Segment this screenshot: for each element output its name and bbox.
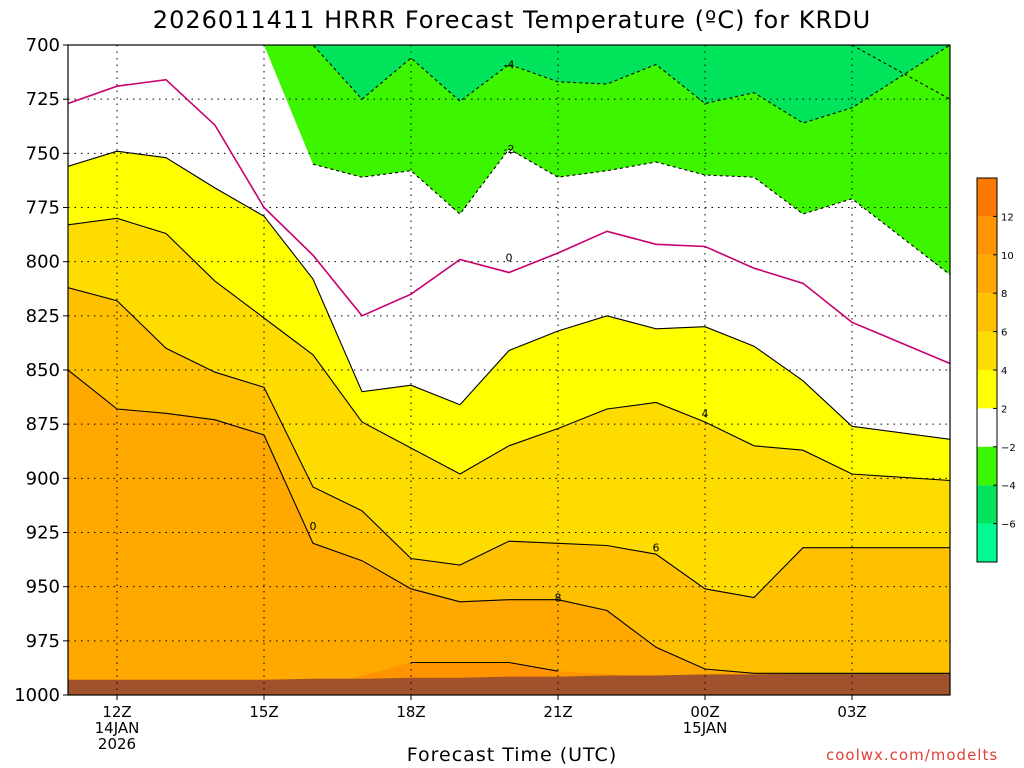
band-above--2 — [68, 45, 950, 275]
colorbar-band — [977, 293, 997, 332]
y-axis: 700 725 750 775 800 825 850 875 900 925 950 975 1000 — [14, 35, 68, 706]
isotherm-layer — [68, 45, 950, 674]
isotherm-label: -2 — [504, 143, 515, 156]
y-tick-label: 925 — [26, 523, 60, 544]
y-tick-label: 825 — [26, 306, 60, 327]
x-tick-label: 15Z — [249, 703, 278, 721]
colorbar-tick-label: 4 — [1001, 366, 1007, 377]
y-tick-label: 900 — [26, 468, 60, 489]
colorbar-band — [977, 485, 997, 524]
x-tick-label: 15JAN — [683, 719, 728, 737]
credit-text: coolwx.com/modelts — [826, 746, 999, 764]
colorbar-band — [977, 254, 997, 294]
colorbar-band — [977, 446, 997, 486]
band-above--4 — [68, 45, 950, 123]
colorbar-band — [977, 370, 997, 409]
isotherm-0 — [68, 78, 950, 365]
colorbar-tick-label: −4 — [1001, 481, 1016, 492]
x-tick-label: 2026 — [98, 735, 136, 753]
isotherm-label: 6 — [653, 542, 660, 555]
chart-title: 2026011411 HRRR Forecast Temperature (ºC… — [152, 6, 872, 34]
isotherm-label: 4 — [702, 407, 709, 420]
x-tick-label: 03Z — [837, 703, 866, 721]
x-tick-label: 18Z — [396, 703, 425, 721]
y-tick-label: 1000 — [14, 685, 60, 706]
isotherm-8 — [68, 369, 950, 674]
isotherm-10 — [411, 661, 559, 672]
y-tick-label: 950 — [26, 577, 60, 598]
isotherm-label: -4 — [504, 59, 515, 72]
colorbar-tick-label: 10 — [1001, 251, 1014, 262]
colorbar-tick-label: 8 — [1001, 289, 1007, 300]
y-tick-label: 800 — [26, 252, 60, 273]
ground-area — [68, 673, 950, 695]
y-tick-label: 725 — [26, 89, 60, 110]
isotherm--6 — [851, 45, 950, 100]
x-axis-label: Forecast Time (UTC) — [406, 744, 618, 766]
colorbar-tick-label: 2 — [1001, 404, 1007, 415]
isotherm-4 — [68, 217, 950, 482]
isotherm-label: 0 — [506, 251, 513, 264]
y-tick-label: 875 — [26, 414, 60, 435]
colorbar-band — [977, 331, 997, 370]
x-tick-label: 12Z — [102, 703, 131, 721]
y-tick-label: 975 — [26, 631, 60, 652]
colorbar-tick-label: −2 — [1001, 443, 1016, 454]
isotherm-2 — [68, 150, 950, 440]
colorbar-tick-label: −6 — [1001, 520, 1016, 531]
colorbar-band — [977, 408, 997, 447]
band-10-to-12 — [351, 662, 628, 679]
isotherm-label: 0 — [310, 520, 317, 533]
grid-layer — [68, 45, 950, 695]
y-tick-label: 750 — [26, 143, 60, 164]
x-tick-label: 21Z — [543, 703, 572, 721]
x-tick-label: 14JAN — [95, 719, 140, 737]
y-tick-label: 700 — [26, 35, 60, 56]
y-tick-label: 775 — [26, 198, 60, 219]
colorbar-tick-label: 6 — [1001, 328, 1007, 339]
isotherm-label-layer: -4 -2 0 4 6 8 0 — [310, 59, 709, 605]
colorbar-tick-label: 12 — [1001, 212, 1014, 223]
colorbar-band — [977, 216, 997, 255]
colorbar-band — [977, 178, 997, 217]
colorbar: 12 10 8 6 4 2 −2 −4 −6 — [976, 177, 1016, 563]
isotherm-label: 8 — [555, 592, 562, 605]
isotherm-6 — [68, 287, 950, 599]
x-tick-label: 00Z — [690, 703, 719, 721]
colorbar-band — [977, 523, 997, 562]
y-tick-label: 850 — [26, 360, 60, 381]
